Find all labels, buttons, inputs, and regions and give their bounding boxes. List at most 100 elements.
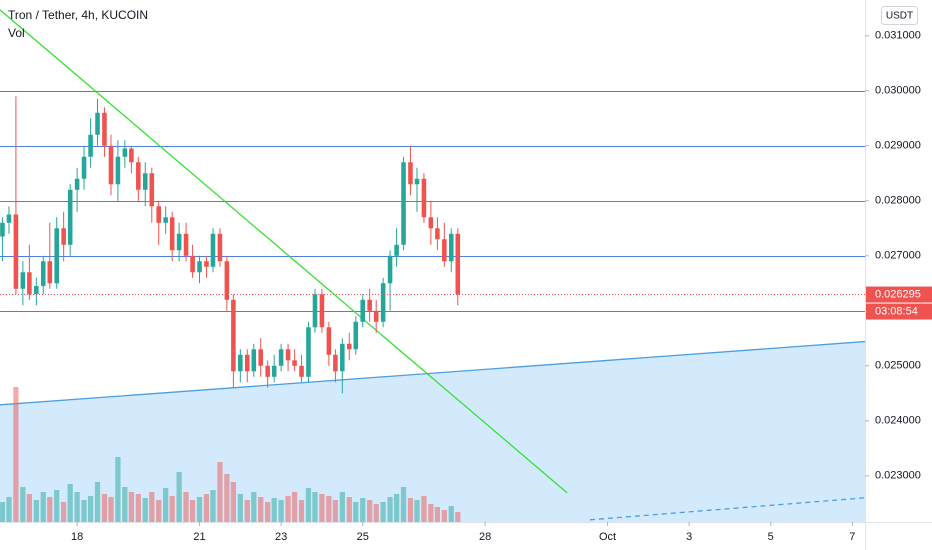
y-tick-label: 0.030000 — [875, 85, 921, 97]
candle-body — [333, 354, 338, 372]
volume-bar — [407, 498, 414, 522]
trend-line — [0, 9, 568, 494]
plot-area — [0, 9, 866, 522]
y-tick-label: 0.031000 — [875, 30, 921, 42]
candle-body — [217, 233, 223, 262]
candle-body — [40, 261, 46, 287]
candle-body — [20, 272, 26, 289]
volume-bar — [380, 502, 386, 522]
x-tick-label: 28 — [479, 531, 491, 543]
volume-bar — [128, 492, 134, 522]
candle-body — [183, 233, 189, 256]
candle-body — [67, 189, 73, 245]
candle-body — [421, 178, 427, 218]
candle-body — [210, 233, 216, 267]
candle-body — [95, 112, 100, 135]
candle-body — [47, 261, 53, 284]
volume-bar — [6, 497, 12, 522]
candle-body — [13, 214, 19, 289]
candle-body — [190, 255, 195, 273]
x-tick-label: 3 — [686, 531, 692, 543]
x-tick-label: 18 — [71, 531, 83, 543]
candle-body — [448, 233, 454, 262]
y-tick-label: 0.029000 — [875, 140, 921, 152]
volume-bar — [26, 494, 32, 522]
candle-body — [74, 178, 80, 190]
volume-bar — [251, 492, 257, 522]
last-price-tag — [866, 286, 932, 303]
volume-bar — [360, 498, 366, 522]
volume-bar — [203, 494, 210, 522]
volume-bar — [353, 502, 359, 522]
volume-bar — [298, 500, 305, 522]
candle-body — [6, 214, 12, 223]
y-tick-label: 0.028000 — [875, 195, 921, 207]
volume-bar — [142, 498, 148, 522]
candle-body — [414, 178, 420, 185]
candle-body — [319, 294, 325, 328]
candle-body — [340, 343, 345, 372]
candle-body — [285, 349, 291, 361]
candle-body — [27, 272, 32, 295]
volume-bar — [455, 512, 461, 522]
candle-body — [34, 286, 39, 295]
volume-bar — [94, 482, 101, 522]
volume-bar — [67, 484, 73, 522]
volume-bar — [434, 507, 441, 522]
volume-bar — [115, 457, 121, 522]
x-tick-label: 25 — [357, 531, 369, 543]
candle-body — [238, 354, 243, 372]
volume-bar — [122, 487, 128, 522]
volume-bar — [156, 500, 162, 522]
candle-body — [292, 360, 297, 366]
volume-bar — [108, 497, 114, 522]
volume-bar — [373, 504, 379, 522]
candle-body — [306, 327, 311, 377]
volume-bar — [33, 500, 39, 522]
candle-body — [176, 233, 182, 251]
volume-bar — [258, 497, 264, 522]
candle-body — [360, 299, 366, 322]
y-tick-label: 0.023000 — [875, 470, 921, 482]
candle-body — [122, 148, 128, 157]
currency-label: USDT — [886, 11, 913, 22]
candle-body — [156, 206, 162, 223]
volume-bar — [87, 496, 94, 522]
volume-bar — [339, 492, 345, 522]
candle-body — [81, 156, 87, 179]
x-tick-label: 5 — [768, 531, 774, 543]
candle-body — [435, 228, 440, 240]
volume-bar — [13, 387, 19, 522]
volume-bar — [224, 474, 230, 522]
y-tick-label: 0.025000 — [875, 360, 921, 372]
candle-body — [204, 261, 209, 267]
volume-bar — [237, 494, 243, 522]
volume-bar — [278, 500, 284, 522]
volume-bar — [196, 497, 203, 522]
volume-bar — [217, 462, 223, 522]
volume-bar — [81, 500, 87, 522]
volume-bar — [135, 494, 141, 522]
candle-body — [251, 349, 257, 372]
volume-bar — [319, 494, 325, 522]
candle-body — [163, 217, 168, 223]
volume-bar — [169, 496, 175, 522]
currency-button[interactable] — [881, 6, 918, 25]
volume-bar — [346, 497, 352, 522]
trend-fill — [0, 341, 865, 522]
candle-body — [367, 299, 372, 311]
chart-title: Tron / Tether, 4h, KUCOIN — [8, 8, 148, 22]
candle-body — [54, 228, 59, 284]
volume-bar — [40, 492, 46, 522]
countdown-label: 03:08:54 — [875, 305, 918, 317]
candle-body — [136, 162, 141, 190]
candle-body — [224, 261, 230, 300]
candle-body — [428, 217, 434, 229]
candle-body — [442, 239, 447, 262]
candle-body — [299, 365, 304, 377]
candle-body — [326, 327, 332, 355]
volume-bar — [101, 494, 108, 522]
indicator-label: Vol — [8, 26, 25, 40]
volume-bar — [312, 492, 318, 522]
candle-body — [265, 365, 270, 377]
